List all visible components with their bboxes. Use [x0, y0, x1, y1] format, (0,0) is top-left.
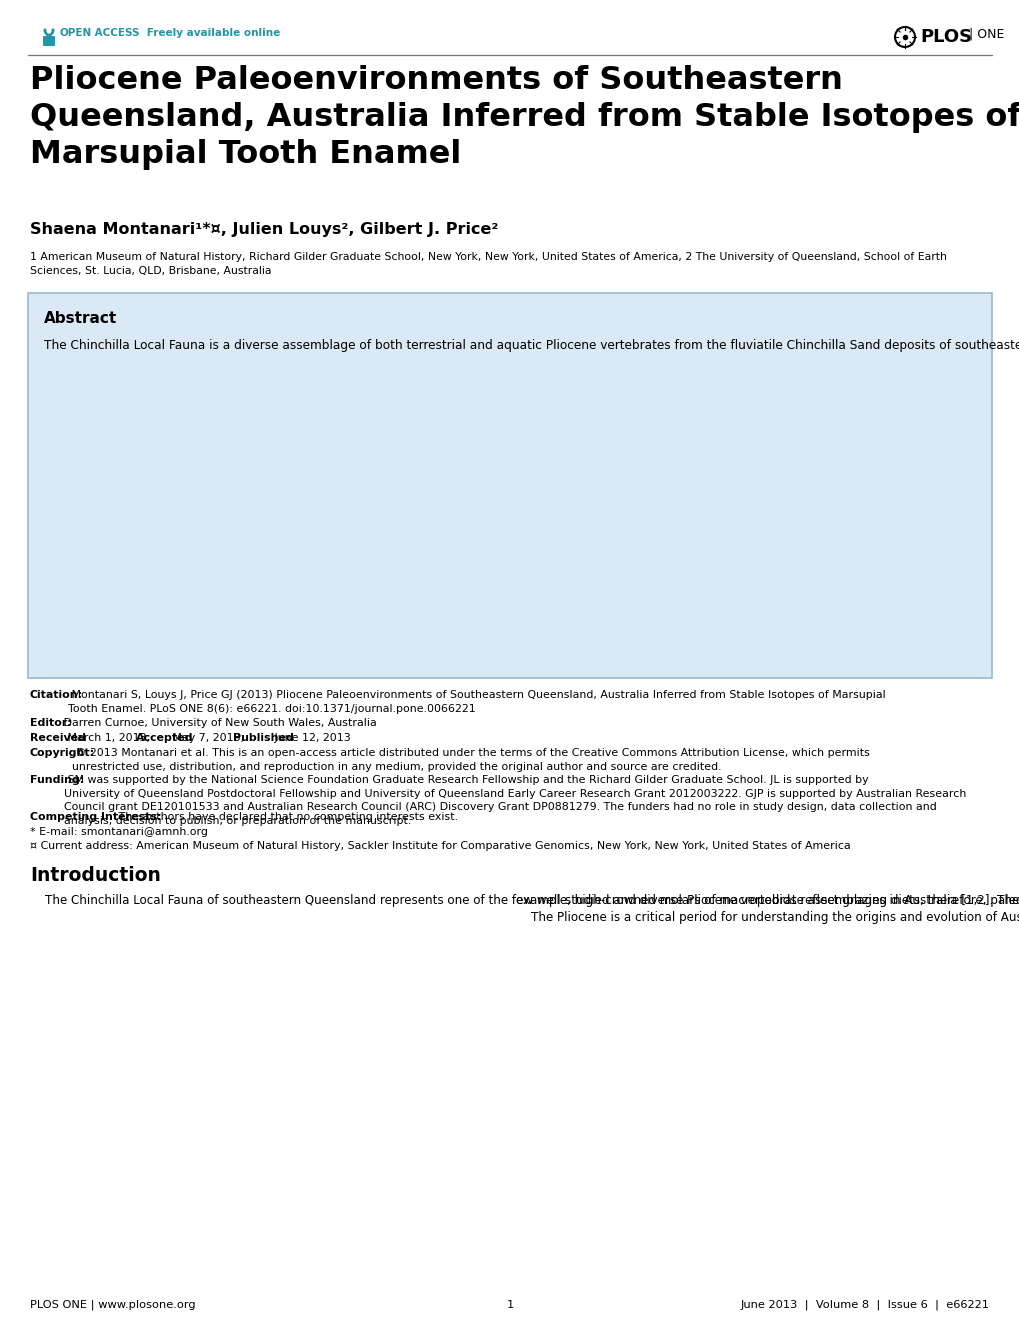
FancyBboxPatch shape: [28, 292, 991, 678]
Text: ACCESS  Freely available online: ACCESS Freely available online: [91, 28, 280, 38]
Text: | ONE: | ONE: [964, 28, 1004, 41]
Text: SM was supported by the National Science Foundation Graduate Research Fellowship: SM was supported by the National Science…: [64, 774, 965, 826]
Text: * E-mail: smontanari@amnh.org: * E-mail: smontanari@amnh.org: [30, 827, 208, 838]
Text: The authors have declared that no competing interests exist.: The authors have declared that no compet…: [114, 813, 458, 822]
Text: Published: Published: [232, 734, 293, 743]
Text: Accepted: Accepted: [136, 734, 193, 743]
Text: Copyright:: Copyright:: [30, 748, 95, 759]
Text: example, high-crowned molars of macropodids reflect grazing diets, therefore, pa: example, high-crowned molars of macropod…: [516, 894, 1019, 925]
Text: ¤ Current address: American Museum of Natural History, Sackler Institute for Com: ¤ Current address: American Museum of Na…: [30, 842, 850, 851]
Text: Abstract: Abstract: [44, 311, 117, 327]
Text: Shaena Montanari¹*¤, Julien Louys², Gilbert J. Price²: Shaena Montanari¹*¤, Julien Louys², Gilb…: [30, 223, 498, 237]
Text: June 2013  |  Volume 8  |  Issue 6  |  e66221: June 2013 | Volume 8 | Issue 6 | e66221: [740, 1300, 989, 1310]
Text: Pliocene Paleoenvironments of Southeastern
Queensland, Australia Inferred from S: Pliocene Paleoenvironments of Southeaste…: [30, 65, 1019, 170]
Text: March 1, 2013;: March 1, 2013;: [64, 734, 157, 743]
Text: May 7, 2013;: May 7, 2013;: [169, 734, 252, 743]
Text: Citation:: Citation:: [30, 690, 83, 701]
Text: Editor:: Editor:: [30, 718, 71, 728]
Text: PLOS: PLOS: [919, 28, 971, 46]
Text: Funding:: Funding:: [30, 774, 85, 785]
Text: © 2013 Montanari et al. This is an open-access article distributed under the ter: © 2013 Montanari et al. This is an open-…: [72, 748, 869, 772]
Text: Darren Curnoe, University of New South Wales, Australia: Darren Curnoe, University of New South W…: [59, 718, 376, 728]
Text: 1 American Museum of Natural History, Richard Gilder Graduate School, New York, : 1 American Museum of Natural History, Ri…: [30, 252, 946, 277]
Text: Received: Received: [30, 734, 86, 743]
Text: The Chinchilla Local Fauna of southeastern Queensland represents one of the few : The Chinchilla Local Fauna of southeaste…: [30, 894, 1019, 907]
Text: 1: 1: [505, 1300, 514, 1310]
Text: The Chinchilla Local Fauna is a diverse assemblage of both terrestrial and aquat: The Chinchilla Local Fauna is a diverse …: [44, 338, 1019, 352]
Text: Montanari S, Louys J, Price GJ (2013) Pliocene Paleoenvironments of Southeastern: Montanari S, Louys J, Price GJ (2013) Pl…: [68, 690, 884, 714]
Text: Introduction: Introduction: [30, 867, 161, 885]
Text: PLOS ONE | www.plosone.org: PLOS ONE | www.plosone.org: [30, 1300, 196, 1310]
Text: OPEN: OPEN: [60, 28, 92, 38]
Text: June 12, 2013: June 12, 2013: [271, 734, 351, 743]
Text: Competing Interests:: Competing Interests:: [30, 813, 161, 822]
FancyBboxPatch shape: [43, 36, 55, 46]
